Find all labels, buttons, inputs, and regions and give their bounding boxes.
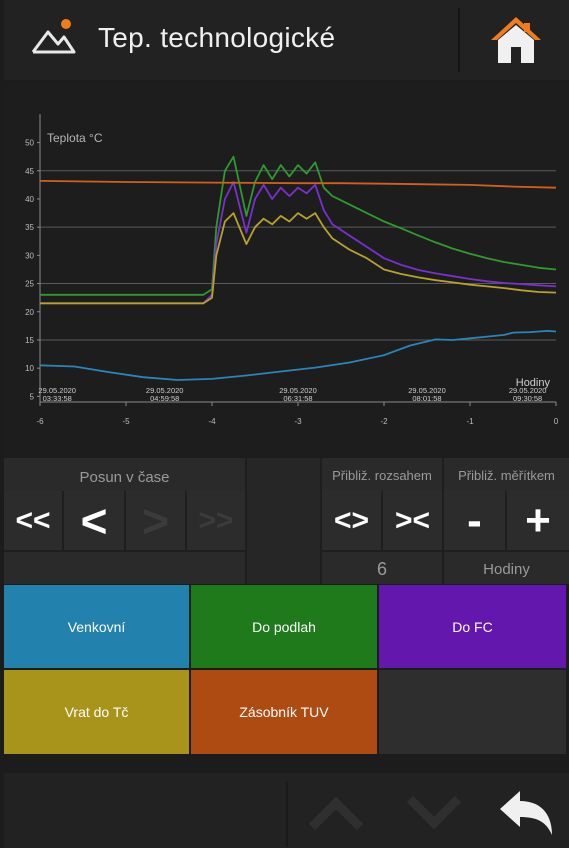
time-label-time: 08:01:58 [412,394,441,403]
range-value: 6 [376,559,387,579]
time-label-time: 03:33:58 [43,394,72,403]
legend-label: Zásobník TUV [239,704,329,720]
range-header [322,458,442,491]
back-button[interactable]: < [64,491,124,550]
y-tick-label: 25 [25,280,34,289]
unit-cell [444,552,569,584]
y-axis-title: Teplota °C [47,131,103,145]
legend-label: Do FC [452,618,493,635]
range-shrink-button[interactable]: >< [383,491,442,550]
scale-header [444,458,569,491]
footer-bar [4,773,569,848]
header-bar: Tep. technologické [4,0,569,80]
legend-grid: Venkovní Do podlah Do FC Vrat do Tč Záso… [4,585,569,755]
series-line [40,181,557,305]
y-tick-label: 5 [30,392,35,401]
time-label-time: 04:59:58 [150,394,179,403]
time-label-date: 29.05.2020 [509,386,547,395]
unit-label: Hodiny [483,561,530,578]
shift-header [4,458,245,491]
legend-empty [379,670,566,754]
series-line [40,212,557,305]
y-tick-label: 20 [25,308,34,317]
time-label-time: 06:31:58 [283,394,312,403]
x-tick-label: 0 [554,417,559,426]
shift-footer [4,552,245,584]
x-tick-label: -6 [36,417,44,426]
chart-app-icon [31,19,76,54]
y-tick-label: 35 [25,223,34,232]
legend-venkovni[interactable]: Venkovní [4,585,189,668]
back-arrow-icon[interactable] [498,789,554,837]
legend-vrat-do-tc[interactable]: Vrat do Tč [4,670,189,754]
home-icon[interactable] [488,14,544,66]
range-expand-button[interactable]: <> [322,491,381,550]
time-label-date: 29.05.2020 [146,386,184,395]
legend-do-fc[interactable]: Do FC [379,585,566,668]
x-axis-title: Hodiny [516,377,551,389]
fast-forward-button[interactable]: >> [187,491,245,550]
legend-label: Venkovní [67,618,126,635]
range-label: Přibliž. rozsahem [332,468,432,483]
spacer-cell [247,458,320,584]
y-tick-label: 30 [25,251,34,260]
y-tick-label: 40 [25,195,34,204]
chart-controls: Posun v čase Přibliž. rozsahem Přibliž. … [4,458,569,584]
zoom-in-button[interactable]: + [507,491,569,550]
series-line [39,180,557,189]
chart-area: 5 10 15 20 25 30 35 40 45 50 -6 -5 -4 -3 -2 -1 0 Teplota… [4,84,569,456]
legend-zasobnik-tuv[interactable]: Zásobník TUV [191,670,377,754]
range-value-cell [322,552,442,584]
page-title: Tep. technologické [98,22,336,53]
chevron-down-icon[interactable] [406,795,462,829]
footer-divider [286,781,288,847]
header-divider [458,8,460,72]
x-tick-label: -1 [466,417,474,426]
series-line [40,155,557,296]
forward-button[interactable]: > [126,491,185,550]
chevron-up-icon[interactable] [308,797,364,831]
temperature-chart: 5 10 15 20 25 30 35 40 45 50 -6 -5 -4 -3 -2 -1 0 Teplota… [25,114,559,426]
x-tick-label: -5 [122,417,130,426]
x-tick-label: -2 [380,417,388,426]
fast-back-button[interactable]: << [4,491,62,550]
time-label-date: 29.05.2020 [38,386,76,395]
zoom-out-button[interactable]: - [444,491,505,550]
y-tick-label: 10 [25,364,34,373]
legend-do-podlah[interactable]: Do podlah [191,585,377,668]
time-label-date: 29.05.2020 [408,386,446,395]
y-tick-label: 45 [25,167,34,176]
y-tick-label: 15 [25,336,34,345]
legend-label: Vrat do Tč [64,704,129,720]
y-tick-label: 50 [25,139,34,148]
time-label-date: 29.05.2020 [279,386,317,395]
scale-label: Přibliž. měřítkem [458,468,555,483]
series-line [39,329,557,381]
x-tick-label: -4 [208,417,216,426]
shift-label: Posun v čase [79,469,170,486]
x-tick-label: -3 [294,417,302,426]
legend-label: Do podlah [252,618,316,635]
time-label-time: 09:30:58 [513,394,542,403]
